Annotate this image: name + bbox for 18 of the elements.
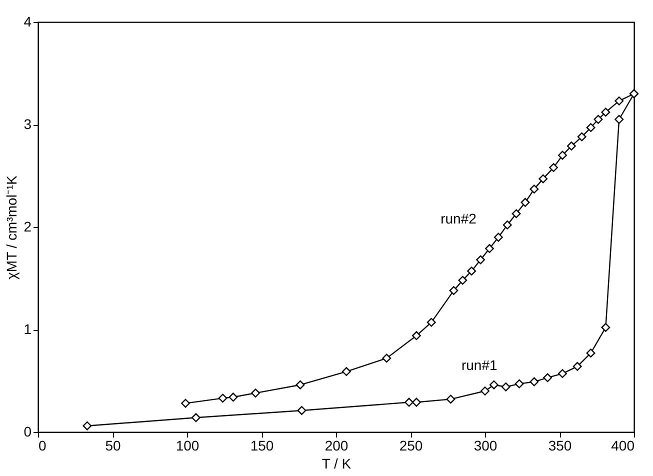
x-tick-label: 350 bbox=[548, 438, 572, 454]
x-axis-title: T / K bbox=[322, 456, 352, 472]
x-tick-label: 100 bbox=[176, 438, 200, 454]
series-label: run#1 bbox=[461, 356, 498, 373]
y-tick-label: 3 bbox=[24, 116, 32, 132]
y-tick-label: 4 bbox=[24, 14, 32, 30]
x-tick-label: 200 bbox=[324, 438, 348, 454]
x-tick-label: 400 bbox=[611, 438, 635, 454]
x-tick-label: 150 bbox=[250, 438, 274, 454]
y-tick-label: 2 bbox=[24, 218, 32, 234]
series-label: run#2 bbox=[440, 210, 477, 226]
y-axis-title: χMT / cm³mol⁻¹K bbox=[4, 174, 20, 280]
y-tick-label: 1 bbox=[24, 321, 32, 337]
x-tick-label: 250 bbox=[399, 438, 423, 454]
x-tick-label: 50 bbox=[105, 438, 121, 454]
x-tick-label: 300 bbox=[474, 438, 498, 454]
x-tick-label: 0 bbox=[38, 438, 46, 454]
y-tick-label: 0 bbox=[24, 424, 32, 440]
